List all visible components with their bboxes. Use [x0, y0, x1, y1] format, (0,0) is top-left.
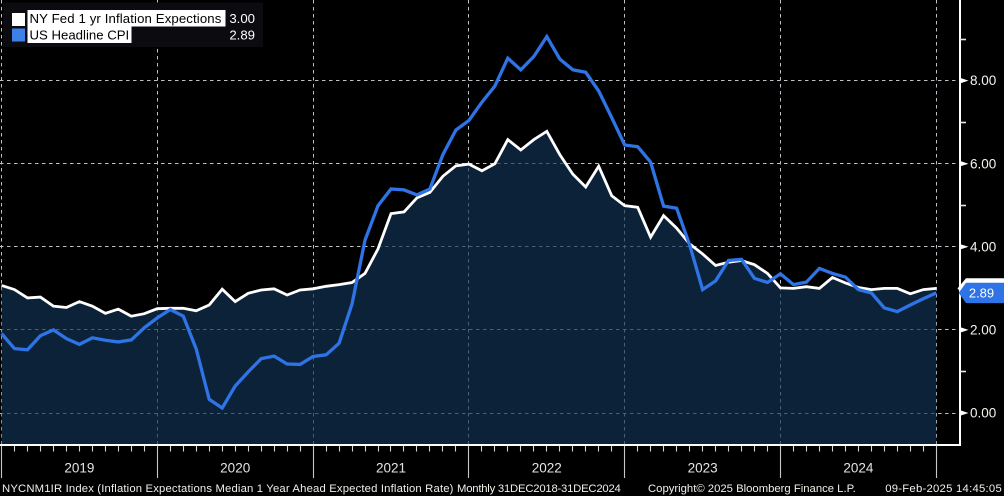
svg-text:8.00: 8.00	[970, 73, 996, 88]
svg-text:2024: 2024	[843, 461, 874, 476]
svg-text:2.89: 2.89	[969, 286, 994, 301]
svg-text:US Headline CPI: US Headline CPI	[30, 28, 130, 43]
svg-text:2.89: 2.89	[229, 28, 255, 43]
svg-text:2019: 2019	[64, 461, 94, 476]
svg-text:NYCNM1IR Index (Inflation Expe: NYCNM1IR Index (Inflation Expectations M…	[2, 483, 454, 495]
svg-text:6.00: 6.00	[970, 156, 996, 171]
svg-text:2.00: 2.00	[970, 323, 996, 338]
svg-text:Copyright© 2025 Bloomberg Fina: Copyright© 2025 Bloomberg Finance L.P.	[648, 483, 856, 495]
svg-text:Monthly 31DEC2018-31DEC2024: Monthly 31DEC2018-31DEC2024	[457, 483, 621, 495]
svg-text:4.00: 4.00	[970, 239, 996, 254]
svg-text:09-Feb-2025 14:45:05: 09-Feb-2025 14:45:05	[885, 483, 1002, 495]
svg-text:3.00: 3.00	[229, 11, 255, 26]
svg-text:NY Fed 1 yr Inflation Expectio: NY Fed 1 yr Inflation Expections	[30, 11, 222, 26]
svg-text:2021: 2021	[376, 461, 406, 476]
svg-text:2023: 2023	[688, 461, 718, 476]
svg-text:2020: 2020	[220, 461, 250, 476]
svg-text:2022: 2022	[532, 461, 562, 476]
svg-text:0.00: 0.00	[970, 406, 996, 421]
